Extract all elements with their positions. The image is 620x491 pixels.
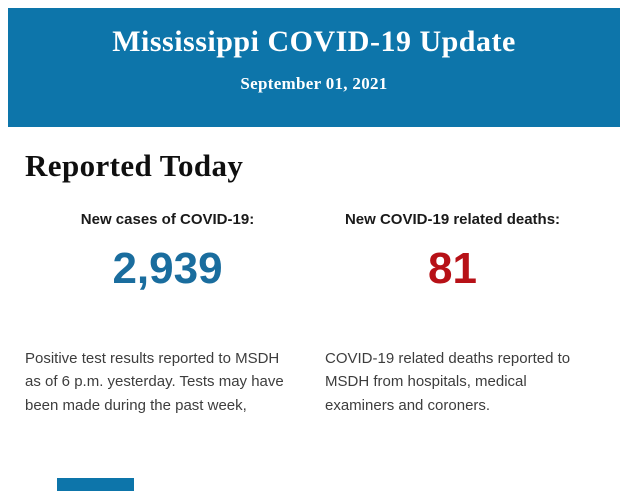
- page-title: Mississippi COVID-19 Update: [112, 25, 516, 58]
- descriptions-row: Positive test results reported to MSDH a…: [25, 347, 595, 417]
- new-deaths-label: New COVID-19 related deaths:: [344, 211, 561, 228]
- new-deaths-value: 81: [428, 244, 477, 293]
- new-cases-description: Positive test results reported to MSDH a…: [25, 350, 284, 414]
- new-deaths-description: COVID-19 related deaths reported to MSDH…: [325, 350, 571, 414]
- next-section-banner-partial: [57, 478, 134, 491]
- report-body: Reported Today New cases of COVID-19: 2,…: [0, 148, 620, 417]
- stat-new-deaths: New COVID-19 related deaths: 81: [310, 211, 595, 291]
- report-date: September 01, 2021: [240, 74, 388, 93]
- new-cases-value: 2,939: [112, 244, 223, 293]
- section-heading: Reported Today: [25, 148, 244, 183]
- stats-row: New cases of COVID-19: 2,939 New COVID-1…: [25, 211, 595, 291]
- new-cases-label: New cases of COVID-19:: [80, 211, 255, 228]
- stat-new-cases: New cases of COVID-19: 2,939: [25, 211, 310, 291]
- header-banner: Mississippi COVID-19 Update September 01…: [8, 8, 620, 127]
